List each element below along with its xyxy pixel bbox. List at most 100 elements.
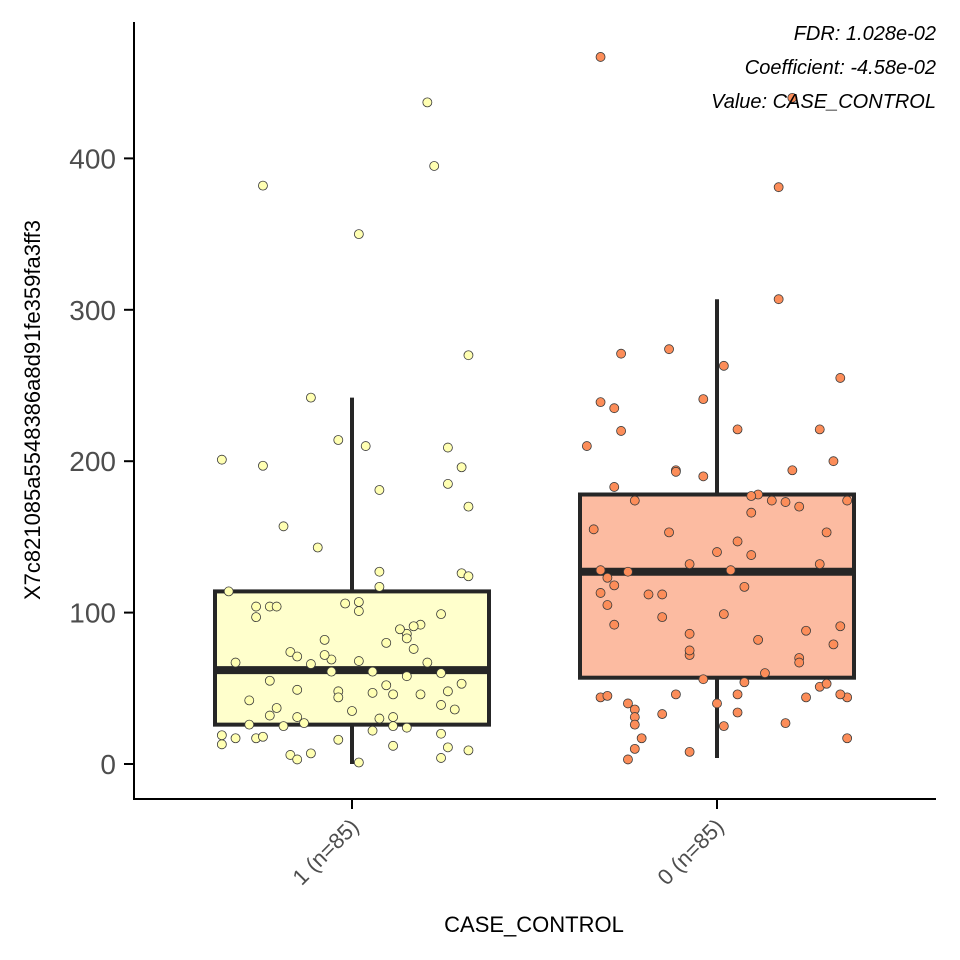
data-point (353, 229, 364, 240)
data-point (299, 718, 309, 729)
points-layer (216, 52, 853, 768)
data-point (787, 465, 798, 476)
y-tick-label: 200 (69, 446, 116, 477)
data-point (305, 748, 316, 759)
data-point (753, 634, 763, 645)
data-point (353, 597, 364, 607)
data-point (698, 471, 709, 482)
data-point (326, 666, 337, 677)
data-point (456, 678, 467, 689)
data-point (340, 598, 351, 609)
data-point (629, 495, 640, 506)
data-point (442, 742, 453, 753)
data-point (251, 601, 262, 612)
data-point (842, 733, 853, 744)
data-point (801, 625, 811, 636)
data-point (814, 559, 825, 570)
data-point (657, 612, 668, 623)
data-point (388, 740, 399, 751)
data-point (292, 754, 303, 765)
data-point (712, 698, 722, 709)
data-point (333, 692, 344, 703)
data-point (595, 588, 606, 598)
data-point (739, 677, 750, 688)
data-point (388, 721, 399, 732)
data-point (326, 654, 337, 665)
box-layer (213, 299, 856, 764)
data-point (842, 495, 853, 506)
y-tick-label: 0 (100, 749, 116, 780)
data-point (429, 161, 440, 171)
data-point (319, 634, 330, 645)
data-point (353, 606, 364, 616)
data-point (244, 719, 255, 730)
data-point (374, 581, 385, 592)
data-point (374, 485, 385, 495)
x-axis-title: CASE_CONTROL (444, 912, 624, 937)
data-point (292, 651, 303, 662)
data-point (835, 621, 846, 632)
data-point (367, 666, 378, 677)
data-point (732, 707, 743, 718)
data-point (381, 680, 392, 691)
data-point (780, 497, 791, 507)
data-point (609, 580, 620, 591)
data-point (401, 633, 412, 644)
data-point (684, 746, 695, 757)
annotation-coefficient: Coefficient: -4.58e-02 (745, 57, 936, 79)
data-point (436, 728, 446, 739)
data-point (401, 722, 412, 733)
data-point (347, 706, 357, 716)
data-point (422, 97, 433, 108)
data-point (436, 700, 446, 710)
data-point (271, 601, 282, 612)
data-point (395, 624, 405, 635)
data-point (821, 527, 832, 538)
data-point (271, 703, 282, 713)
data-point (773, 182, 784, 193)
data-point (698, 674, 709, 685)
data-point (388, 712, 399, 722)
data-point (746, 507, 757, 518)
data-point (216, 454, 227, 465)
y-tick-label: 300 (69, 295, 116, 326)
data-point (595, 397, 606, 408)
data-point (353, 656, 364, 666)
data-point (436, 753, 446, 763)
data-point (436, 668, 446, 679)
data-point (684, 628, 695, 639)
data-point (381, 637, 392, 648)
data-point (401, 671, 412, 682)
data-point (595, 565, 606, 576)
data-point (374, 566, 385, 577)
box-1 (578, 492, 856, 680)
data-point (801, 692, 811, 703)
data-point (367, 687, 378, 698)
data-point (408, 644, 419, 654)
data-point (629, 743, 640, 754)
data-point (588, 524, 599, 535)
data-point (333, 734, 344, 745)
data-point (616, 348, 626, 359)
data-point (773, 294, 784, 305)
data-point (623, 754, 633, 765)
data-point (581, 441, 592, 451)
data-point (278, 521, 289, 532)
data-point (285, 750, 296, 760)
data-point (278, 721, 289, 732)
data-point (258, 180, 268, 191)
data-point (230, 733, 241, 744)
data-point (609, 619, 620, 630)
data-point (353, 757, 364, 768)
data-point (216, 730, 227, 741)
data-point (718, 721, 729, 732)
data-point (374, 713, 385, 724)
data-point (456, 462, 467, 473)
data-point (780, 718, 791, 729)
data-point (449, 704, 460, 715)
data-point (623, 698, 633, 709)
data-point (746, 550, 757, 560)
data-point (821, 678, 832, 689)
data-point (664, 344, 674, 355)
